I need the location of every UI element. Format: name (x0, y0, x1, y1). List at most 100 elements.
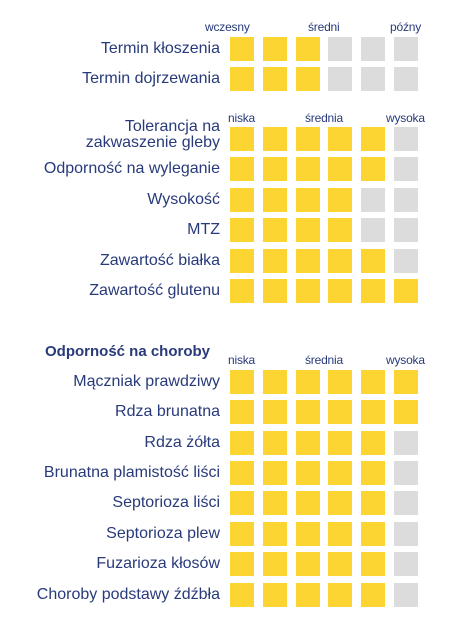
rating-box-filled (263, 279, 287, 303)
scale-low-label: niska (228, 111, 256, 125)
rating-box-filled (296, 431, 320, 455)
rating-box-filled (328, 279, 352, 303)
rating-box-filled (328, 249, 352, 273)
trait-row-4: Zawartość białka (0, 249, 450, 273)
rating-box-filled (296, 37, 320, 61)
scale-high-label: wysoka (386, 111, 425, 125)
rating-box-empty (328, 67, 352, 91)
rating-box-filled (328, 491, 352, 515)
trait-row-5: Zawartość glutenu (0, 279, 450, 303)
rating-box-filled (361, 249, 385, 273)
rating-box-filled (296, 67, 320, 91)
rating-box-filled (296, 583, 320, 607)
disease-row-7: Choroby podstawy źdźbła (0, 583, 450, 607)
rating-box-filled (263, 583, 287, 607)
row-label: Zawartość białka (99, 252, 220, 269)
rating-box-filled (296, 491, 320, 515)
rating-box-filled (296, 127, 320, 151)
rating-box-filled (328, 188, 352, 212)
rating-box-filled (263, 370, 287, 394)
disease-row-1: Rdza brunatna (0, 400, 450, 424)
row-label: Odporność na wyleganie (43, 160, 220, 177)
rating-box-empty (394, 188, 418, 212)
rating-box-empty (394, 127, 418, 151)
row-label: Zawartość glutenu (89, 282, 220, 299)
row-label: Rdza żółta (144, 434, 220, 451)
rating-box-empty (394, 67, 418, 91)
rating-box-filled (328, 127, 352, 151)
rating-box-filled (230, 370, 254, 394)
rating-box-filled (296, 188, 320, 212)
section-title: Odporność na choroby (45, 343, 211, 360)
rating-box-filled (361, 279, 385, 303)
rating-box-filled (296, 249, 320, 273)
disease-row-0: Mączniak prawdziwy (0, 370, 450, 394)
rating-box-filled (263, 67, 287, 91)
rating-box-filled (328, 461, 352, 485)
rating-box-empty (394, 249, 418, 273)
row-label: Choroby podstawy źdźbła (36, 586, 220, 603)
rating-box-empty (394, 461, 418, 485)
rating-box-empty (394, 218, 418, 242)
rating-box-empty (394, 431, 418, 455)
rating-box-filled (328, 400, 352, 424)
trait-row-2: Wysokość (0, 188, 450, 212)
rating-box-empty (361, 188, 385, 212)
row-label-line1: Tolerancja na (124, 118, 220, 135)
disease-row-6: Fuzarioza kłosów (0, 552, 450, 576)
rating-box-empty (361, 218, 385, 242)
rating-box-filled (263, 552, 287, 576)
disease-scale: niska średnia wysoka (0, 353, 450, 367)
row-label: Fuzarioza kłosów (96, 555, 220, 572)
rating-box-filled (230, 400, 254, 424)
rating-box-filled (361, 127, 385, 151)
row-label: Termin kłoszenia (100, 40, 220, 57)
rating-box-empty (328, 37, 352, 61)
rating-box-filled (230, 522, 254, 546)
rating-box-filled (263, 218, 287, 242)
rating-box-filled (328, 552, 352, 576)
rating-box-filled (263, 400, 287, 424)
term-row-1: Termin dojrzewania (0, 67, 450, 91)
rating-box-filled (263, 37, 287, 61)
trait-row-3: MTZ (0, 218, 450, 242)
rating-box-filled (230, 249, 254, 273)
row-label: Tolerancja na zakwaszenie gleby (0, 119, 220, 151)
rating-box-filled (361, 552, 385, 576)
rating-box-empty (394, 157, 418, 181)
rating-box-filled (263, 461, 287, 485)
scale-low-label: niska (228, 353, 256, 367)
rating-box-filled (328, 157, 352, 181)
rating-box-filled (361, 157, 385, 181)
row-label: MTZ (187, 221, 220, 238)
rating-box-filled (230, 37, 254, 61)
rating-box-filled (296, 157, 320, 181)
row-label: Septorioza liści (112, 494, 220, 511)
rating-box-filled (230, 157, 254, 181)
trait-row-0: Tolerancja na zakwaszenie gleby (0, 119, 450, 151)
scale-high-label: późny (390, 20, 422, 34)
rating-box-filled (361, 583, 385, 607)
rating-box-filled (230, 127, 254, 151)
row-label-line2: zakwaszenie gleby (85, 134, 220, 151)
rating-box-filled (361, 370, 385, 394)
scale-mid-label: średni (308, 20, 340, 34)
trait-row-1: Odporność na wyleganie (0, 157, 450, 181)
rating-box-filled (263, 157, 287, 181)
rating-box-filled (230, 67, 254, 91)
rating-box-filled (230, 461, 254, 485)
rating-box-filled (296, 461, 320, 485)
term-scale: wczesny średni późny (0, 20, 450, 34)
rating-box-filled (394, 279, 418, 303)
rating-box-filled (328, 218, 352, 242)
rating-box-filled (230, 431, 254, 455)
level-scale: niska średnia wysoka (0, 111, 450, 125)
rating-box-filled (263, 249, 287, 273)
rating-box-filled (230, 552, 254, 576)
rating-box-filled (361, 400, 385, 424)
row-label: Mączniak prawdziwy (73, 373, 220, 390)
rating-box-filled (361, 522, 385, 546)
disease-row-5: Septorioza plew (0, 522, 450, 546)
rating-box-filled (296, 218, 320, 242)
scale-mid-label: średnia (305, 111, 343, 125)
